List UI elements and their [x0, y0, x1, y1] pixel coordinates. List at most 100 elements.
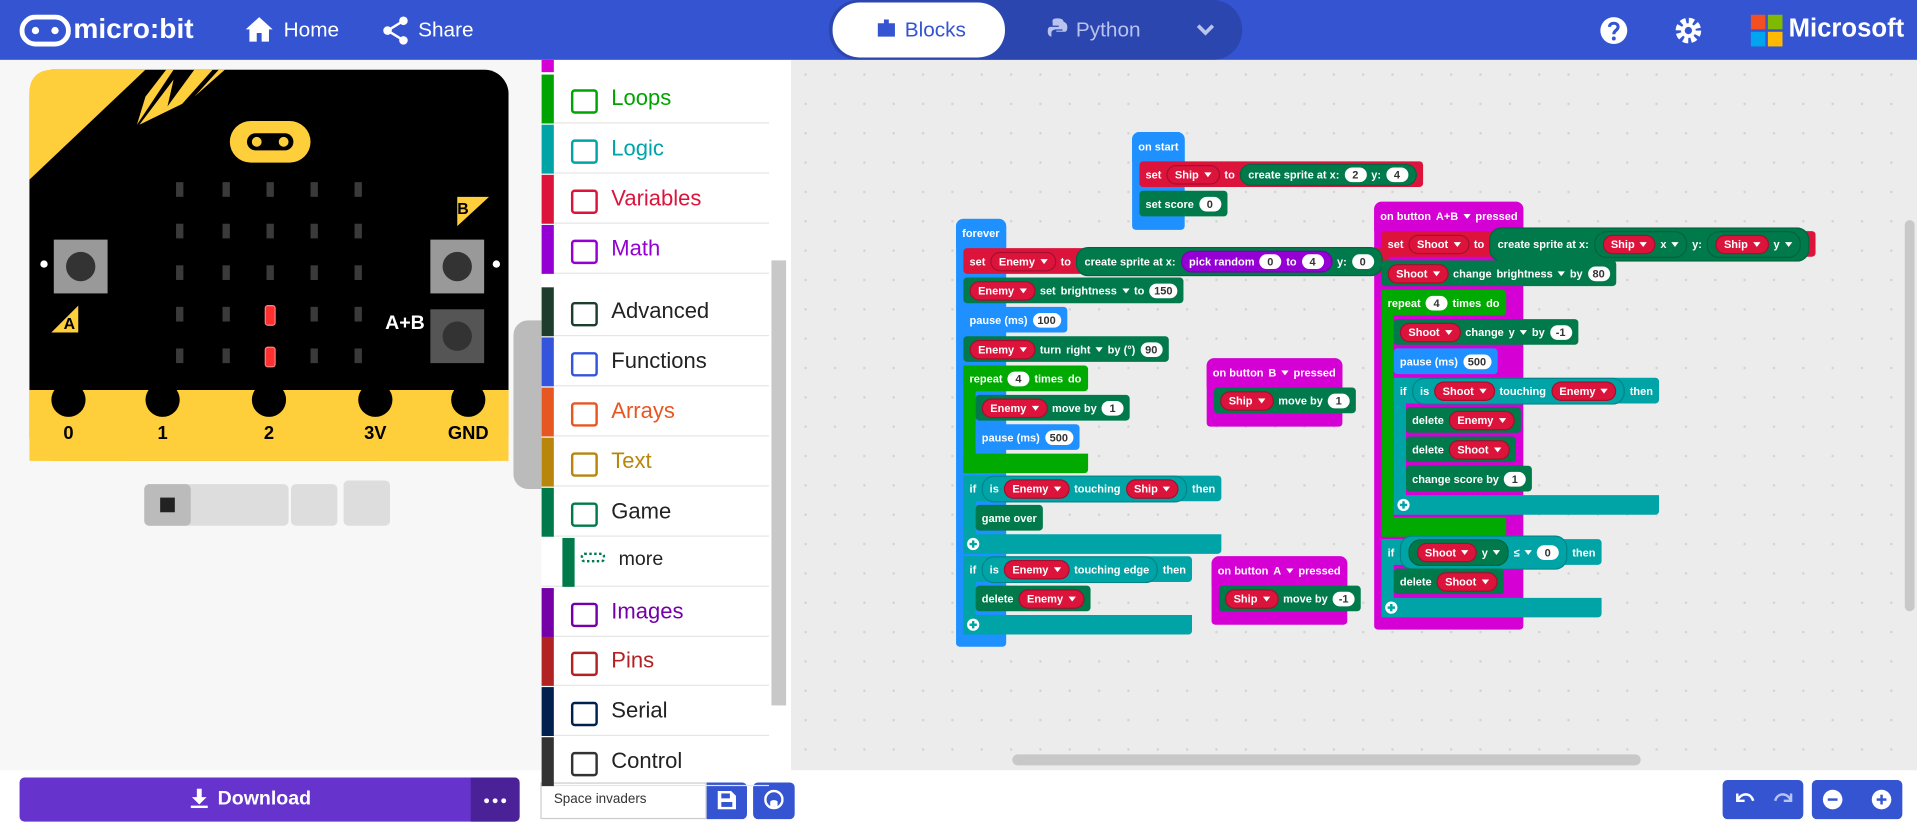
block[interactable]: Enemy move by 1	[975, 394, 1130, 421]
expand-icon[interactable]	[967, 618, 980, 631]
expand-icon[interactable]	[967, 537, 980, 551]
expand-icon[interactable]	[1397, 498, 1410, 512]
nav-share[interactable]: Share	[418, 18, 474, 42]
block[interactable]: Enemy turn right by (°) 90	[963, 336, 1169, 362]
number-field[interactable]: 0	[1259, 253, 1282, 269]
reporter-block[interactable]: is Enemy touching edge	[981, 555, 1158, 583]
field-dropdown[interactable]: B	[1268, 367, 1289, 379]
collapse-handle[interactable]	[513, 320, 542, 490]
toolbox-category[interactable]: Advanced	[541, 287, 770, 337]
variable-dropdown[interactable]: Enemy	[969, 339, 1035, 359]
field-dropdown[interactable]: x	[1660, 238, 1679, 250]
variable-dropdown[interactable]: Ship	[1166, 164, 1220, 184]
block[interactable]: pause (ms) 100	[963, 306, 1067, 333]
variable-dropdown[interactable]: Enemy	[981, 397, 1048, 418]
variable-dropdown[interactable]: Enemy	[1003, 559, 1070, 579]
toolbox-category[interactable]: Game	[541, 487, 770, 537]
hat-block[interactable]: on button A+B pressed	[1374, 201, 1524, 232]
download-label[interactable]: Download	[217, 788, 312, 810]
reporter-block[interactable]: Ship y	[1706, 230, 1801, 258]
number-field[interactable]: 100	[1032, 312, 1061, 328]
reporter-block[interactable]: create sprite at x: Ship x y: Ship y	[1489, 226, 1809, 262]
variable-dropdown[interactable]: Ship	[1715, 234, 1769, 254]
mute-button[interactable]	[290, 484, 338, 526]
block[interactable]: if is Shoot touching Enemy then	[1393, 377, 1660, 405]
number-field[interactable]: 4	[1425, 295, 1448, 310]
variable-dropdown[interactable]: Shoot	[1399, 322, 1461, 342]
number-field[interactable]: 4	[1301, 253, 1324, 269]
number-field[interactable]: 90	[1140, 341, 1163, 357]
reporter-block[interactable]: create sprite at x: pick random 0 to 4 y: 0	[1075, 246, 1383, 276]
toolbox-category[interactable]: Logic	[541, 124, 770, 174]
expand-icon[interactable]	[1385, 601, 1398, 614]
variable-dropdown[interactable]: Enemy	[1550, 380, 1617, 401]
toolbox-category[interactable]: Control	[541, 737, 770, 787]
variable-dropdown[interactable]: Enemy	[969, 280, 1035, 301]
field-dropdown[interactable]: y	[1773, 238, 1792, 250]
number-field[interactable]: 80	[1587, 265, 1610, 281]
block[interactable]: delete Enemy	[1405, 407, 1521, 433]
block[interactable]: delete Shoot	[1393, 568, 1504, 595]
block[interactable]: Shoot change y by -1	[1393, 319, 1578, 345]
number-field[interactable]: 0	[1351, 253, 1374, 269]
block[interactable]: repeat 4 times do	[1381, 289, 1506, 316]
field-dropdown[interactable]: ≤	[1514, 546, 1532, 558]
block[interactable]: set Enemy to create sprite at x: pick random…	[963, 246, 1389, 276]
variable-dropdown[interactable]: Ship	[1125, 478, 1179, 499]
variable-dropdown[interactable]: Ship	[1225, 588, 1279, 609]
project-name[interactable]: Space invaders	[553, 792, 647, 807]
field-dropdown[interactable]: y	[1509, 326, 1528, 338]
nav-home[interactable]: Home	[283, 18, 340, 42]
block[interactable]: Ship move by 1	[1214, 387, 1356, 414]
block[interactable]: if is Enemy touching edge then	[963, 555, 1193, 583]
block[interactable]: Shoot change brightness by 80	[1381, 260, 1616, 287]
variable-dropdown[interactable]: Enemy	[1018, 588, 1084, 609]
number-field[interactable]: 1	[1327, 393, 1350, 408]
variable-dropdown[interactable]: Ship	[1220, 390, 1274, 411]
block[interactable]: set score 0	[1139, 190, 1227, 217]
field-dropdown[interactable]: right	[1066, 343, 1103, 355]
block[interactable]: game over	[975, 504, 1043, 531]
variable-dropdown[interactable]: Shoot	[1436, 571, 1498, 592]
help-icon[interactable]	[1599, 16, 1628, 45]
download-button[interactable]	[19, 777, 520, 822]
reporter-block[interactable]: pick random 0 to 4	[1180, 250, 1333, 273]
toolbox-category[interactable]: Variables	[541, 174, 770, 224]
variable-dropdown[interactable]: Enemy	[990, 251, 1056, 271]
number-field[interactable]: 500	[1462, 353, 1491, 369]
field-dropdown[interactable]: brightness	[1061, 284, 1130, 296]
toolbox-category[interactable]: Loops	[541, 74, 770, 124]
block[interactable]: pause (ms) 500	[975, 424, 1079, 450]
variable-dropdown[interactable]: Shoot	[1387, 263, 1449, 284]
toolbox-category[interactable]: Math	[541, 224, 770, 274]
reporter-block[interactable]: Shoot y ≤0	[1399, 534, 1568, 570]
block[interactable]: delete Enemy	[975, 585, 1090, 612]
number-field[interactable]: 1	[1503, 471, 1526, 486]
block[interactable]: Ship move by -1	[1218, 585, 1361, 612]
number-field[interactable]: -1	[1549, 324, 1572, 340]
reporter-block[interactable]: Ship x	[1593, 230, 1688, 258]
toolbox-category[interactable]: Text	[541, 437, 770, 487]
hat-block[interactable]: on start	[1132, 132, 1185, 162]
number-field[interactable]: 0	[1198, 196, 1221, 211]
number-field[interactable]: 1	[1101, 400, 1124, 416]
field-dropdown[interactable]: A+B	[1436, 210, 1471, 223]
block[interactable]: set Ship to create sprite at x: 2 y: 4	[1139, 161, 1423, 188]
number-field[interactable]: -1	[1332, 591, 1355, 606]
variable-dropdown[interactable]: Ship	[1602, 234, 1656, 254]
block[interactable]: pause (ms) 500	[1393, 348, 1498, 375]
fullscreen-button[interactable]	[343, 480, 391, 526]
tab-python[interactable]: Python	[1075, 18, 1141, 42]
block[interactable]: repeat 4 times do	[963, 365, 1088, 392]
variable-dropdown[interactable]: Enemy	[1003, 478, 1070, 499]
variable-dropdown[interactable]: Enemy	[1448, 410, 1515, 430]
blocks-tab-bg[interactable]	[832, 2, 1005, 58]
field-dropdown[interactable]: y	[1482, 546, 1501, 558]
toolbox-category[interactable]: Functions	[541, 337, 770, 387]
chevron-down[interactable]	[1196, 22, 1216, 37]
variable-dropdown[interactable]: Shoot	[1416, 542, 1477, 562]
toolbox-category[interactable]: Pins	[541, 636, 770, 686]
number-field[interactable]: 150	[1149, 283, 1178, 298]
number-field[interactable]: 0	[1536, 544, 1559, 560]
